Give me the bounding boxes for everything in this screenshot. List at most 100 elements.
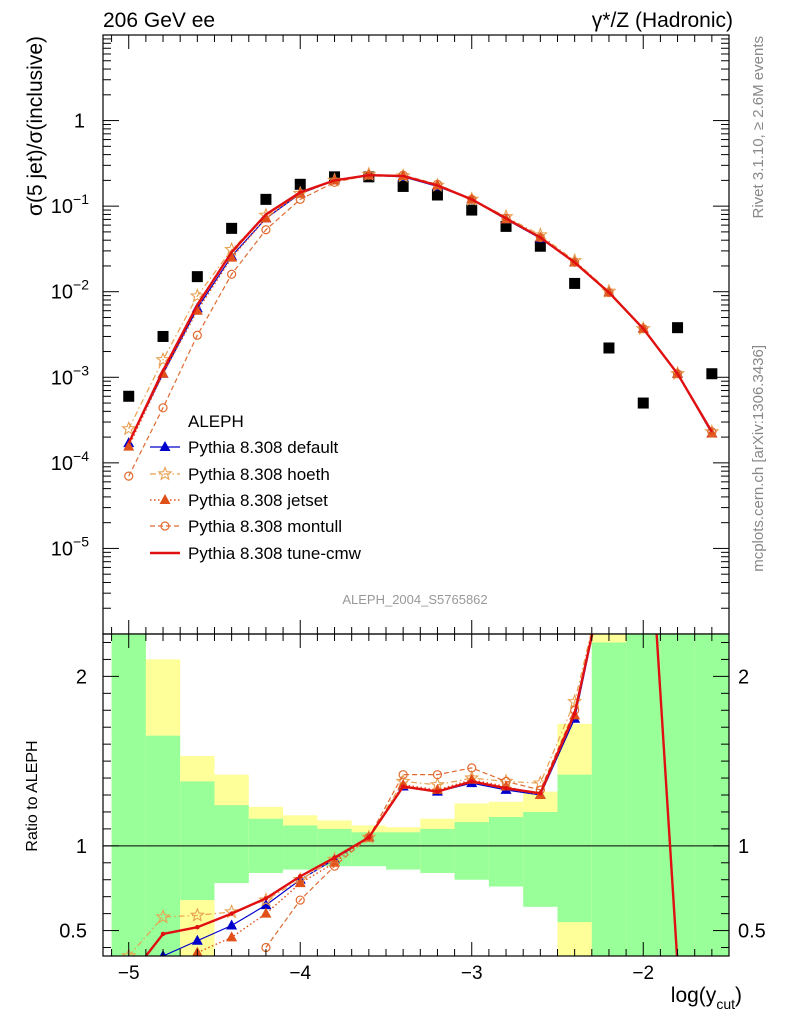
data-point-11 bbox=[500, 220, 512, 232]
main-y-tick-label-3: 10−2 bbox=[51, 277, 89, 304]
ratio-point-cmw-6 bbox=[332, 855, 337, 860]
main-y-ticks: 10−5 10−4 10−3 10−2 10−1 1 bbox=[51, 34, 729, 635]
main-point-jetset-3 bbox=[226, 251, 238, 262]
main-point-montull-16 bbox=[672, 369, 683, 379]
main-point-hoeth-2 bbox=[189, 288, 205, 303]
main-series bbox=[121, 166, 720, 481]
ratio-point-hoeth-4 bbox=[258, 892, 274, 907]
legend: ALEPH Pythia 8.308 default Pythia 8.308 ho… bbox=[150, 412, 362, 563]
data-point-0 bbox=[123, 390, 135, 402]
legend-marker-jetset bbox=[159, 494, 171, 504]
data-point-1 bbox=[157, 330, 169, 342]
ratio-point-hoeth-0 bbox=[121, 947, 137, 956]
ratio-point-montull-5 bbox=[432, 770, 443, 780]
main-line-cmw bbox=[127, 173, 713, 444]
green-band-9 bbox=[420, 828, 455, 873]
ratio-point-jetset-2 bbox=[260, 907, 272, 918]
x-ticks: −5 −4 −3 −2 bbox=[111, 35, 730, 984]
main-line-jetset bbox=[128, 174, 713, 447]
ratio-point-cmw-1 bbox=[160, 931, 166, 937]
main-y-tick-label-4: 10−1 bbox=[51, 191, 89, 218]
ratio-point-cmw-14 bbox=[607, 556, 611, 560]
ratio-point-montull-6 bbox=[467, 763, 477, 773]
legend-label-hoeth: Pythia 8.308 hoeth bbox=[188, 465, 330, 484]
main-point-montull-5 bbox=[295, 194, 305, 204]
main-y-tick-label-5: 1 bbox=[74, 111, 85, 133]
ratio-point-cmw-8 bbox=[400, 784, 406, 789]
main-y-tick-label-1: 10−4 bbox=[51, 448, 89, 475]
main-ylabel: σ(5 jet)/σ(inclusive) bbox=[24, 36, 47, 216]
main-panel: 10−5 10−4 10−3 10−2 10−1 1 ALEPH Pythia 8.308 d… bbox=[51, 34, 730, 635]
data-point-17 bbox=[706, 368, 718, 380]
x-axis-label: log(ycut) bbox=[671, 984, 742, 1012]
green-band-10 bbox=[454, 822, 489, 880]
green-band-2 bbox=[180, 781, 215, 901]
data-point-14 bbox=[603, 342, 615, 354]
data-point-2 bbox=[191, 271, 203, 283]
main-point-montull-10 bbox=[467, 194, 477, 204]
main-point-montull-17 bbox=[707, 427, 717, 437]
data-point-3 bbox=[226, 222, 238, 234]
ratio-point-jetset-12 bbox=[603, 552, 614, 562]
analysis-label: ALEPH_2004_S5765862 bbox=[342, 592, 487, 607]
main-point-hoeth-0 bbox=[121, 420, 137, 436]
main-line-hoeth bbox=[128, 173, 713, 433]
side-text-rivet: Rivet 3.1.10, ≥ 2.6M events bbox=[750, 36, 767, 219]
legend-label-cmw: Pythia 8.308 tune-cmw bbox=[188, 544, 362, 563]
main-point-montull-14 bbox=[604, 287, 614, 298]
ratio-point-hoeth-14 bbox=[603, 551, 615, 563]
data-point-4 bbox=[260, 193, 272, 205]
ratio-point-cmw-2 bbox=[195, 924, 200, 930]
ratio-point-cmw-11 bbox=[503, 786, 509, 791]
header-right: γ*/Z (Hadronic) bbox=[592, 9, 733, 32]
data-point-10 bbox=[466, 204, 478, 216]
main-point-montull-11 bbox=[501, 213, 511, 223]
data-point-15 bbox=[637, 397, 649, 409]
ratio-y-tick-label-left-0: 0.5 bbox=[59, 921, 87, 943]
ratio-ylabel: Ratio to ALEPH bbox=[24, 740, 41, 851]
ratio-series bbox=[121, 551, 679, 956]
data-point-9 bbox=[431, 189, 443, 201]
ratio-point-montull-2 bbox=[329, 861, 340, 871]
ratio-point-cmw-7 bbox=[366, 835, 372, 840]
data-point-16 bbox=[672, 322, 684, 334]
ratio-point-cmw-12 bbox=[538, 791, 543, 796]
main-point-montull-0 bbox=[124, 471, 134, 481]
data-point-5 bbox=[294, 178, 306, 190]
ratio-point-cmw-4 bbox=[263, 896, 269, 901]
green-band-3 bbox=[214, 805, 249, 884]
green-band-0 bbox=[111, 634, 146, 956]
ratio-point-cmw-5 bbox=[298, 874, 303, 879]
x-tick-label-1: −4 bbox=[289, 963, 311, 984]
green-band-8 bbox=[385, 832, 421, 870]
ratio-point-default-3 bbox=[260, 899, 272, 910]
main-point-montull-13 bbox=[570, 257, 580, 268]
ratio-y-ticks: 0.5 0.5 1 1 2 2 bbox=[59, 641, 766, 949]
x-tick-label-3: −2 bbox=[632, 963, 654, 984]
main-y-tick-label-2: 10−3 bbox=[51, 362, 89, 389]
data-point-8 bbox=[397, 180, 409, 192]
green-band-16 bbox=[660, 634, 695, 956]
green-band-14 bbox=[591, 642, 627, 956]
ratio-line-hoeth bbox=[128, 634, 592, 956]
legend-label-jetset: Pythia 8.308 jetset bbox=[188, 491, 328, 510]
ratio-point-montull-1 bbox=[295, 895, 305, 905]
ratio-panel: −5 −4 −3 −2 0.5 0.5 1 1 2 2 bbox=[59, 35, 766, 984]
x-tick-label-0: −5 bbox=[118, 963, 140, 984]
legend-label-montull: Pythia 8.308 montull bbox=[188, 517, 342, 536]
ratio-point-montull-3 bbox=[364, 832, 374, 842]
ratio-point-jetset-1 bbox=[226, 931, 238, 942]
ratio-point-hoeth-2 bbox=[189, 907, 205, 922]
ratio-y-tick-label-right-2: 2 bbox=[738, 666, 749, 688]
ratio-y-tick-label-left-1: 1 bbox=[76, 836, 87, 858]
main-point-montull-3 bbox=[227, 269, 237, 279]
ratio-point-cmw-9 bbox=[435, 789, 440, 794]
ratio-point-montull-10 bbox=[605, 554, 613, 562]
green-band-11 bbox=[488, 817, 524, 887]
main-point-jetset-4 bbox=[260, 212, 272, 223]
main-point-montull-2 bbox=[192, 330, 202, 340]
legend-label-default: Pythia 8.308 default bbox=[188, 438, 339, 457]
green-band-13 bbox=[557, 774, 592, 923]
data-point-13 bbox=[569, 277, 581, 289]
